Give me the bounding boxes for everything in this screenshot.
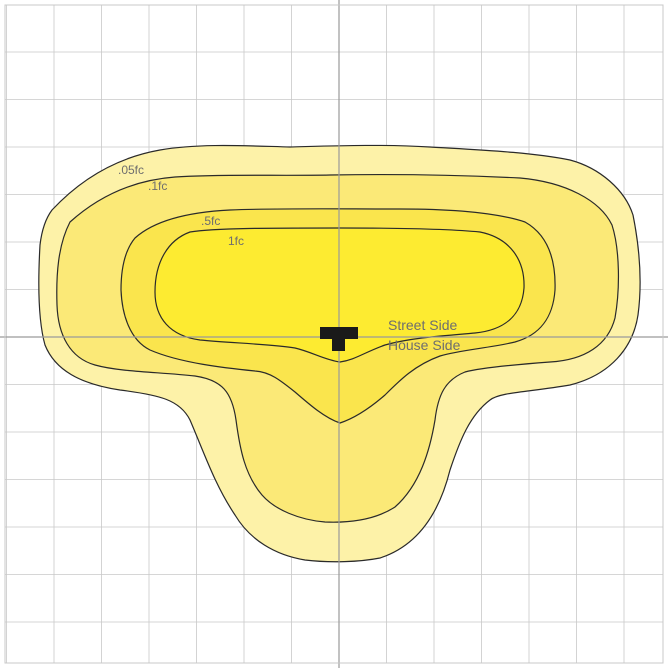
label-5fc: .5fc [201,214,220,228]
label-05fc: .05fc [118,163,144,177]
fixture-icon [320,327,358,351]
street-side-label: Street Side [388,317,457,333]
house-side-label: House Side [388,337,461,353]
diagram-frame [4,4,664,664]
label-1fc: .1fc [148,179,167,193]
label-1fc-inner: 1fc [228,234,244,248]
